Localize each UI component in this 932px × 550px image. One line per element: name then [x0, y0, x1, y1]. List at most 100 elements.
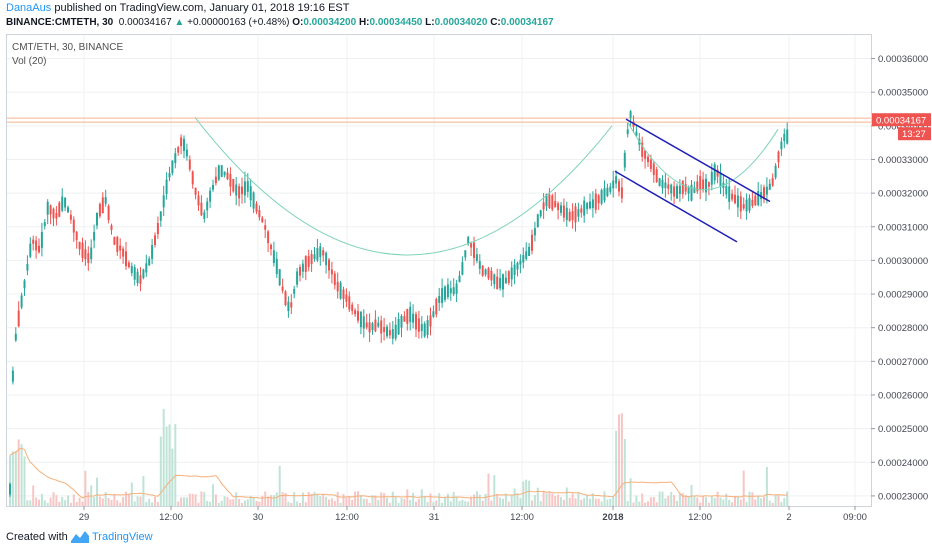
y-tick-label: 0.00027000 — [878, 357, 928, 368]
candle-body — [597, 195, 600, 204]
candle — [606, 183, 609, 198]
candle-body — [377, 322, 380, 327]
candle-body — [75, 231, 78, 240]
volume-ma-line — [9, 447, 788, 499]
volume-bar — [168, 424, 171, 506]
candle-body — [725, 186, 728, 195]
candle-body — [304, 256, 307, 272]
candle — [84, 240, 87, 266]
volume-bar — [313, 491, 316, 506]
candle-body — [301, 263, 304, 272]
candle-body — [235, 184, 238, 196]
volume-bar — [322, 494, 325, 506]
candle-body — [531, 234, 533, 251]
candle-body — [17, 310, 20, 327]
candle-body — [145, 263, 148, 273]
volume-bar — [649, 497, 652, 506]
candle — [35, 236, 38, 259]
volume-bar — [693, 496, 696, 506]
candle-body — [652, 163, 655, 176]
x-tick-label: 2018 — [602, 512, 623, 523]
channel-upper-line[interactable] — [625, 118, 771, 203]
candle — [609, 182, 612, 195]
candle — [81, 237, 84, 263]
volume-bar — [20, 444, 23, 506]
volume-bar — [235, 492, 238, 506]
candle-body — [139, 275, 142, 284]
candle-body — [635, 131, 638, 136]
channel-lower-line[interactable] — [614, 170, 738, 243]
volume-bar — [461, 499, 464, 506]
volume-bar — [191, 493, 194, 506]
candle — [229, 167, 232, 196]
volume-bar — [473, 494, 475, 506]
candle-body — [87, 253, 90, 264]
candle-body — [716, 169, 719, 177]
candle — [101, 192, 104, 214]
volume-bar — [557, 494, 560, 506]
volume-bar — [357, 491, 359, 506]
author-link[interactable]: DanaAus — [6, 2, 52, 14]
candle-body — [261, 217, 264, 223]
volume-bar — [539, 501, 542, 506]
candle — [415, 311, 417, 337]
candle — [432, 305, 435, 318]
candle — [577, 202, 580, 222]
volume-bar — [316, 493, 319, 506]
candle-body — [296, 271, 299, 285]
candle-body — [435, 299, 438, 315]
volume-bar — [145, 501, 148, 506]
candle — [194, 187, 197, 200]
volume-bar — [325, 496, 328, 506]
volume-bar — [110, 499, 113, 506]
time-axis[interactable]: 29 12:00 30 12:00 31 12:00 2018 12:00 2 09:00 — [79, 506, 867, 523]
last-price: 0.00034167 — [118, 17, 172, 28]
candle — [528, 243, 531, 257]
candle-body — [217, 165, 220, 180]
volume-bar — [165, 426, 168, 506]
close-value: 0.00034167 — [500, 17, 554, 28]
volume-bar — [345, 497, 348, 506]
candle-body — [470, 243, 473, 248]
candle-body — [154, 235, 156, 246]
candle — [200, 195, 203, 217]
candle-body — [52, 208, 55, 219]
candle-body — [432, 311, 435, 317]
volume-bar — [716, 491, 719, 506]
price-axis[interactable]: 0.00036000 0.00035000 0.00034000 0.00033000… — [871, 54, 928, 502]
candle — [438, 287, 441, 311]
candle — [11, 366, 14, 385]
volume-bar — [420, 489, 423, 506]
volume-bar — [446, 493, 449, 506]
candle — [365, 313, 368, 330]
volume-bar — [264, 491, 267, 506]
candle-body — [751, 199, 754, 206]
candle — [26, 255, 29, 276]
candle — [751, 192, 754, 209]
candle — [339, 280, 342, 300]
tradingview-brand[interactable]: TradingView — [92, 531, 153, 543]
volume-bar — [516, 493, 519, 506]
volume-bar — [612, 496, 615, 506]
candle-body — [690, 184, 693, 201]
volume-bar — [328, 499, 330, 506]
high-label: H: — [358, 17, 370, 28]
candle — [156, 216, 159, 239]
volume-bar — [267, 496, 270, 506]
candle — [620, 177, 623, 203]
candle-body — [307, 256, 310, 267]
candle-body — [313, 254, 316, 260]
volume-bar — [180, 497, 183, 506]
candle — [197, 191, 200, 211]
volume-bar — [371, 495, 374, 506]
volume-bar — [493, 475, 496, 506]
chart-pane[interactable] — [6, 34, 872, 507]
candle-body — [165, 179, 168, 194]
volume-bar — [620, 413, 623, 506]
volume-bar — [722, 499, 725, 506]
candle — [203, 209, 206, 223]
candle — [354, 308, 357, 317]
volume-bar — [14, 450, 17, 506]
candle-body — [336, 281, 339, 292]
